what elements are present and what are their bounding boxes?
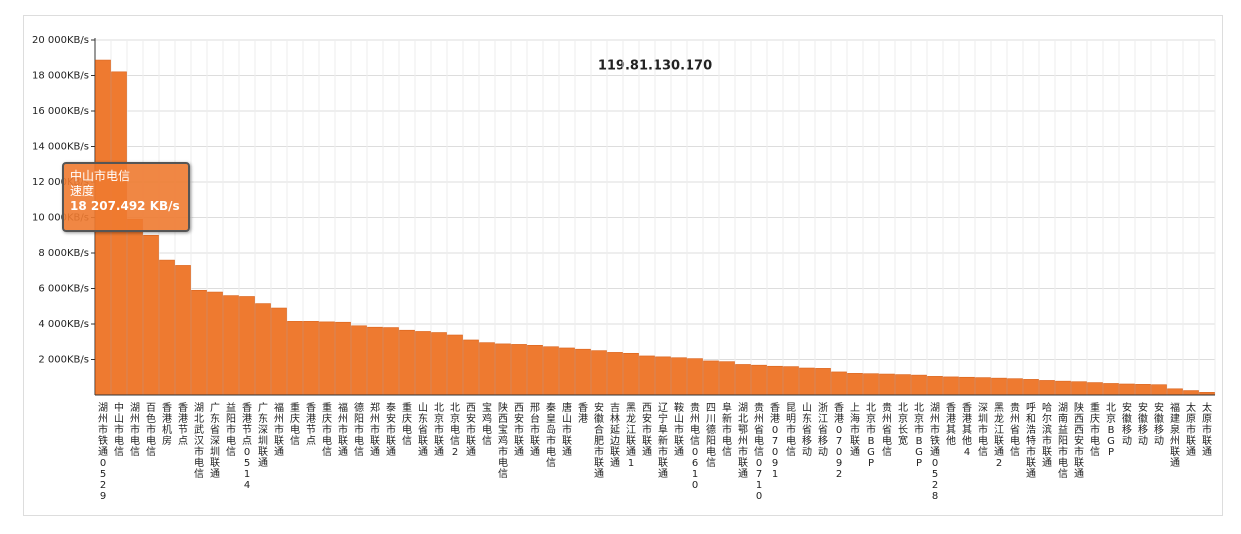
x-tick-label: 安徽合肥市联通: [594, 403, 604, 480]
x-tick-label: 上海市联通: [850, 403, 860, 458]
x-tick-label: 贵州省电信: [1010, 403, 1020, 458]
y-tick-label: 2 000KB/s: [38, 355, 89, 366]
x-tick-label: 湖南益阳市电信: [1058, 403, 1068, 480]
x-tick-label: 浙江省移动: [818, 403, 828, 458]
tooltip-title: 中山市电信: [70, 169, 131, 183]
x-tick-label: 香港07092: [834, 403, 844, 480]
x-tick-label: 北京BGP: [1106, 403, 1116, 458]
x-tick-label: 黑龙江联通2: [994, 403, 1004, 469]
x-tick-label: 德阳市电信: [354, 403, 364, 458]
x-tick-label: 重庆市电信: [322, 403, 332, 458]
x-tick-label: 安徽移动: [1154, 403, 1164, 447]
x-tick-label: 四川德阳电信: [706, 403, 716, 469]
x-tick-label: 北京电信2: [450, 403, 460, 458]
x-tick-label: 昆明市电信: [786, 403, 796, 458]
y-tick-label: 8 000KB/s: [38, 248, 89, 259]
x-tick-label: 陕西西安市联通: [1074, 403, 1084, 480]
frame: [23, 15, 1223, 516]
x-tick-label: 香港节点: [178, 403, 188, 447]
x-tick-label: 鞍山市联通: [674, 403, 684, 458]
y-tick-label: 20 000KB/s: [32, 35, 89, 46]
x-tick-label: 泰安市联通: [386, 403, 396, 458]
x-tick-label: 哈尔滨市联通: [1042, 403, 1052, 469]
x-tick-label: 吉林延边联通: [610, 403, 620, 469]
x-tick-label: 贵州省电信: [882, 403, 892, 458]
x-tick-label: 香港: [578, 403, 588, 425]
y-tick-label: 10 000KB/s: [32, 213, 89, 224]
x-tick-label: 辽宁阜新市联通: [658, 403, 668, 480]
x-tick-label: 福州市联通: [338, 403, 348, 458]
y-tick-label: 12 000KB/s: [32, 177, 89, 188]
x-tick-label: 重庆市电信: [1090, 403, 1100, 458]
tooltip-label: 速度: [70, 184, 95, 198]
x-tick-label: 北京市BGP: [914, 403, 924, 469]
x-tick-label: 湖州市电信: [130, 403, 140, 458]
x-tick-label: 陕西宝鸡市电信: [498, 403, 508, 480]
x-tick-label: 广东深圳联通: [258, 403, 268, 469]
y-tick-label: 4 000KB/s: [38, 319, 89, 330]
x-tick-label: 香港07091: [770, 403, 780, 480]
x-tick-label: 贵州电信0610: [690, 403, 700, 491]
x-tick-label: 北京市BGP: [866, 403, 876, 469]
x-tick-label: 北京长宽: [898, 403, 908, 447]
x-tick-label: 湖州市铁通0528: [930, 403, 940, 502]
x-tick-label: 香港其他: [946, 403, 956, 447]
x-tick-label: 中山市电信: [114, 403, 124, 458]
x-tick-label: 唐山市联通: [562, 403, 572, 458]
x-tick-label: 山东省联通: [418, 403, 428, 458]
x-labels: 湖州市铁通0529 中山市电信 湖州市电信 百色市电信 香港机房 香港节点 湖北武汉市电信广…: [98, 403, 1212, 502]
x-tick-label: 益阳市电信: [226, 403, 236, 458]
y-tick-label: 16 000KB/s: [32, 106, 89, 117]
x-tick-label: 阜新市电信: [722, 403, 732, 458]
x-tick-label: 贵州省电信0710: [754, 403, 764, 502]
y-tick-label: 14 000KB/s: [32, 142, 89, 153]
x-tick-label: 太原市联通: [1202, 403, 1212, 458]
x-tick-label: 福建泉州联通: [1170, 403, 1180, 469]
x-tick-label: 香港节点: [306, 403, 316, 447]
x-tick-label: 邢台市联通: [530, 403, 540, 458]
x-tick-label: 黑龙江联通1: [626, 403, 636, 469]
y-tick-label: 18 000KB/s: [32, 71, 89, 82]
x-tick-label: 湖北鄂州市联通: [738, 403, 748, 480]
x-tick-label: 秦皇岛市电信: [546, 403, 556, 469]
x-tick-label: 西安市联通: [466, 403, 476, 458]
x-tick-label: 重庆电信: [290, 403, 300, 447]
x-tick-label: 太原市联通: [1186, 403, 1196, 458]
x-tick-label: 郑州市联通: [370, 403, 380, 458]
x-tick-label: 山东省移动: [802, 403, 812, 458]
x-tick-label: 香港其他4: [962, 403, 972, 458]
y-tick-label: 6 000KB/s: [38, 284, 89, 295]
x-tick-label: 安徽移动: [1122, 403, 1132, 447]
x-tick-label: 重庆电信: [402, 403, 412, 447]
x-tick-label: 呼和浩特市联通: [1026, 403, 1036, 480]
tooltip-value: 18 207.492 KB/s: [70, 199, 180, 213]
x-tick-label: 深圳市电信: [978, 403, 988, 458]
x-tick-label: 广东省深圳联通: [210, 403, 220, 480]
x-tick-label: 湖州市铁通0529: [98, 403, 108, 502]
x-tick-label: 宝鸡电信: [482, 403, 492, 447]
x-tick-label: 西安市联通: [642, 403, 652, 458]
x-tick-label: 香港节点0514: [242, 403, 252, 491]
x-tick-label: 百色市电信: [146, 403, 156, 458]
x-tick-label: 福州市联通: [274, 403, 284, 458]
x-tick-label: 安徽移动: [1138, 403, 1148, 447]
x-tick-label: 西安市联通: [514, 403, 524, 458]
x-tick-label: 香港机房: [162, 403, 172, 447]
x-tick-label: 湖北武汉市电信: [194, 403, 204, 480]
tooltip: 中山市电信 速度 18 207.492 KB/s: [62, 162, 190, 232]
x-tick-label: 北京市联通: [434, 403, 444, 458]
